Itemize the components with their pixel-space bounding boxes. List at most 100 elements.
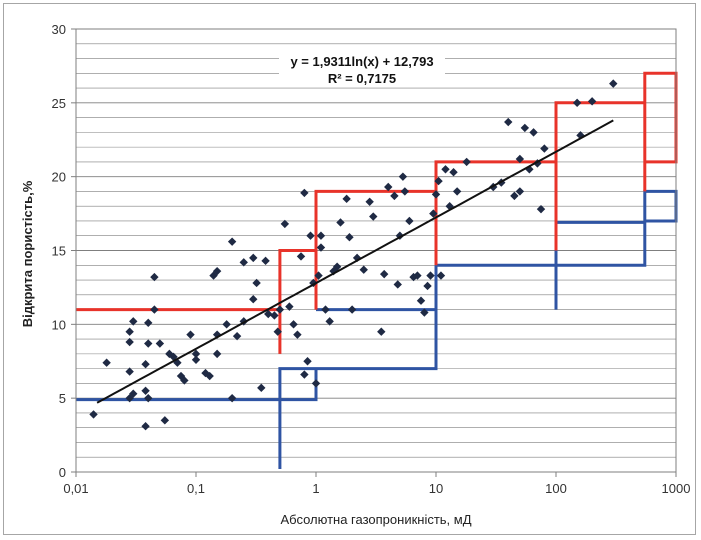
axis-layer: 0,01 0,1 1 10 100 1000 0 5 10 15 20 25 30 xyxy=(52,22,691,496)
data-point xyxy=(264,309,273,319)
data-point xyxy=(400,187,410,196)
data-point xyxy=(536,204,546,214)
data-point xyxy=(125,367,134,376)
data-point xyxy=(222,320,231,329)
data-point xyxy=(176,371,186,381)
y-tick-label: 5 xyxy=(59,391,66,406)
data-point xyxy=(321,305,330,314)
data-point xyxy=(239,258,248,267)
data-point xyxy=(379,269,389,279)
data-point xyxy=(150,272,159,282)
x-tick-label: 0,1 xyxy=(187,481,205,496)
trend-line xyxy=(96,119,614,404)
data-point xyxy=(249,295,258,304)
data-point xyxy=(342,194,351,204)
data-point xyxy=(431,190,441,199)
data-point xyxy=(436,271,446,280)
trend-equation-box: y = 1,9311ln(x) + 12,793 R² = 0,7175 xyxy=(279,49,445,87)
data-point xyxy=(423,281,432,291)
data-point xyxy=(300,370,309,379)
x-tick-label: 100 xyxy=(545,481,567,496)
data-point xyxy=(449,168,458,177)
data-point xyxy=(150,305,159,314)
data-point xyxy=(462,157,471,167)
x-tick-label: 1 xyxy=(312,481,319,496)
data-point xyxy=(306,231,315,240)
data-point xyxy=(434,176,443,186)
data-point xyxy=(141,386,150,395)
data-point xyxy=(289,320,298,329)
data-point xyxy=(345,233,354,242)
data-point xyxy=(300,188,309,198)
data-point xyxy=(416,296,426,305)
y-tick-label: 20 xyxy=(52,170,66,185)
data-point xyxy=(296,252,306,261)
data-point xyxy=(413,271,422,280)
x-axis-title: Абсолютна газопроникність, мД xyxy=(280,512,471,527)
trend-layer xyxy=(96,119,614,404)
data-point xyxy=(510,191,519,201)
data-point xyxy=(377,327,386,336)
data-point xyxy=(540,144,549,153)
data-point xyxy=(102,358,111,367)
red-boundary-line xyxy=(76,71,678,354)
data-point xyxy=(441,165,450,174)
r-squared: R² = 0,7175 xyxy=(328,71,396,86)
data-point xyxy=(155,339,165,348)
x-tick-label: 10 xyxy=(429,481,443,496)
y-tick-label: 0 xyxy=(59,465,66,480)
data-point xyxy=(429,209,438,218)
data-point xyxy=(314,271,323,280)
data-point xyxy=(212,349,222,359)
data-point xyxy=(141,422,150,431)
data-point xyxy=(273,327,282,336)
data-point xyxy=(347,305,357,314)
data-point xyxy=(398,172,408,181)
data-point xyxy=(452,187,462,196)
data-point xyxy=(311,379,321,388)
data-point xyxy=(227,237,237,246)
data-point xyxy=(191,349,201,359)
data-point xyxy=(395,231,405,240)
data-point xyxy=(369,212,378,221)
y-tick-label: 10 xyxy=(52,317,66,332)
data-point xyxy=(160,416,170,425)
y-axis-title: Відкрита пористість,% xyxy=(20,180,35,327)
y-tick-label: 15 xyxy=(52,244,66,259)
data-point xyxy=(533,159,542,168)
data-point xyxy=(205,371,214,381)
data-point xyxy=(144,339,153,348)
data-point xyxy=(141,360,150,369)
data-point xyxy=(520,123,530,133)
data-point xyxy=(515,154,525,164)
data-point xyxy=(270,311,279,320)
data-point xyxy=(285,302,294,311)
blue-boundary-line xyxy=(76,189,678,469)
data-point xyxy=(186,330,195,339)
data-point xyxy=(293,330,302,339)
data-point xyxy=(89,410,98,419)
trend-equation: y = 1,9311ln(x) + 12,793 xyxy=(290,54,433,69)
data-point xyxy=(359,265,368,274)
data-point xyxy=(129,389,138,398)
data-point xyxy=(316,231,326,240)
data-point xyxy=(325,317,334,326)
data-point xyxy=(390,191,399,201)
data-point xyxy=(405,216,414,226)
x-tick-label: 1000 xyxy=(662,481,691,496)
data-point xyxy=(261,256,270,266)
y-tick-label: 30 xyxy=(52,22,66,37)
data-point xyxy=(515,187,525,196)
data-point xyxy=(504,117,513,127)
data-point xyxy=(529,128,538,137)
data-point xyxy=(232,331,242,341)
data-point xyxy=(125,327,134,336)
data-point xyxy=(393,280,402,289)
data-point xyxy=(129,317,138,326)
data-point xyxy=(227,393,237,403)
data-point xyxy=(303,357,312,366)
data-point xyxy=(587,97,597,106)
grid-layer xyxy=(76,28,676,458)
data-point xyxy=(257,383,266,393)
